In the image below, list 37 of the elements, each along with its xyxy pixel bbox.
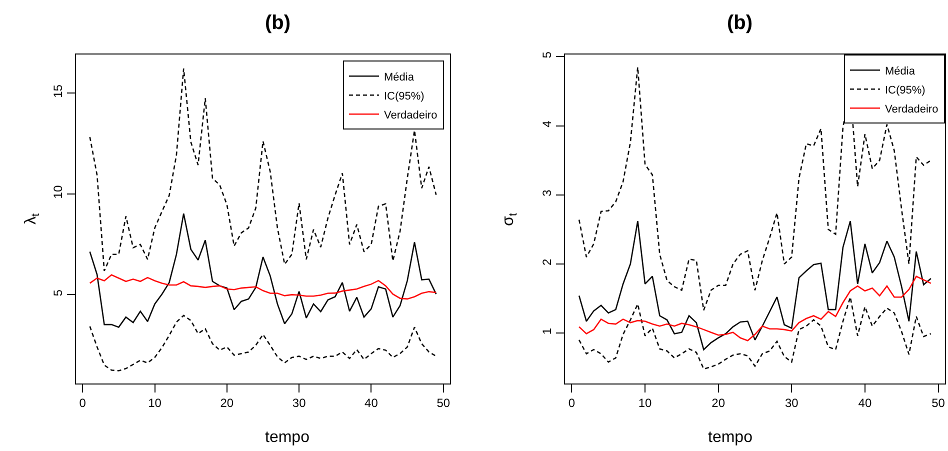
line-series: [578, 276, 932, 342]
x-tick-label: 0: [79, 396, 86, 410]
x-tick-label: 40: [858, 396, 872, 410]
line-series: [89, 68, 437, 272]
y-tick-label: 10: [51, 185, 66, 199]
legend-label: Verdadeiro: [885, 103, 938, 116]
y-tick-label: 5: [51, 289, 66, 296]
y-tick-label: 1: [540, 328, 554, 335]
legend-label: IC(95%): [384, 90, 424, 102]
y-tick-label: 2: [540, 258, 554, 266]
legend-label: Média: [885, 65, 916, 78]
x-tick-label: 20: [712, 396, 726, 410]
legend-label: Média: [384, 71, 415, 84]
chart-title: (b): [265, 12, 291, 34]
x-tick-label: 30: [784, 396, 799, 410]
x-tick-label: 40: [364, 396, 378, 410]
x-axis-title: tempo: [708, 429, 753, 446]
line-series: [578, 296, 932, 370]
legend-label: Verdadeiro: [384, 109, 438, 122]
y-tick-label: 4: [540, 120, 554, 128]
x-tick-label: 50: [932, 396, 946, 410]
line-series: [89, 274, 437, 300]
x-tick-label: 30: [292, 396, 306, 410]
x-axis-title: tempo: [265, 429, 310, 446]
x-tick-label: 0: [568, 396, 576, 410]
x-tick-label: 50: [436, 396, 450, 410]
y-tick-label: 15: [51, 84, 66, 98]
x-tick-label: 10: [148, 396, 162, 410]
y-tick-label: 5: [540, 51, 554, 58]
line-series: [89, 314, 437, 372]
y-tick-label: 3: [540, 189, 554, 196]
chart-title: (b): [727, 12, 753, 34]
line-series: [89, 212, 437, 328]
x-tick-label: 10: [638, 396, 652, 410]
line-series: [578, 220, 932, 350]
x-tick-label: 20: [220, 396, 234, 410]
legend-label: IC(95%): [885, 84, 926, 96]
